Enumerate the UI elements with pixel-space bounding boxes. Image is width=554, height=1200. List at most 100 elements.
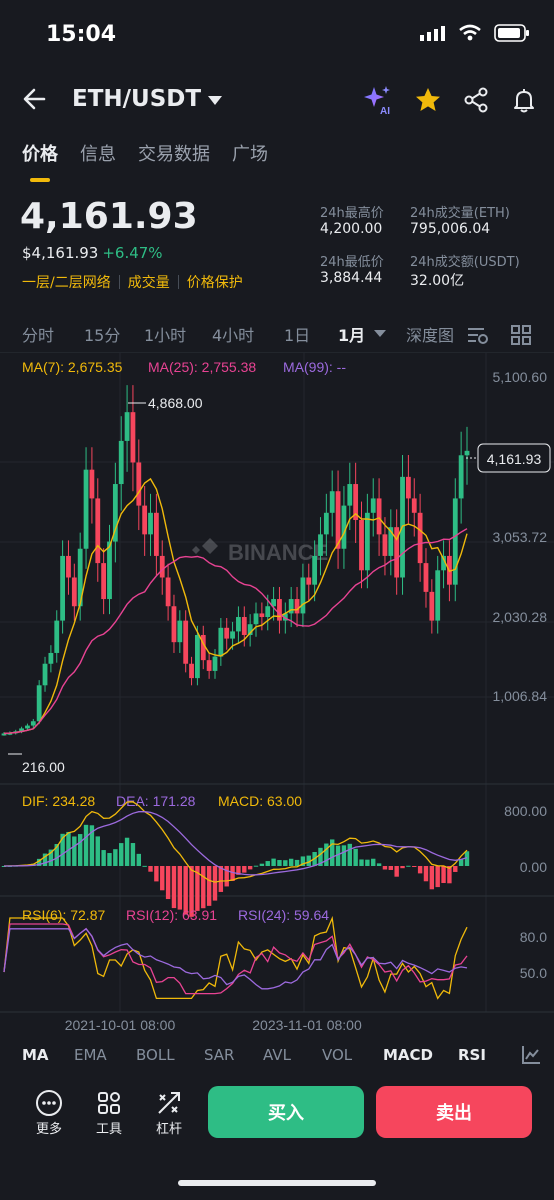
interval-more-caret-icon[interactable] xyxy=(374,330,386,337)
indicator-macd[interactable]: MACD xyxy=(383,1046,433,1064)
interval-line[interactable]: 分时 xyxy=(22,326,55,345)
leverage-button[interactable]: 杠杆 xyxy=(144,1088,194,1137)
macd-bar xyxy=(77,834,83,866)
stat-high-value: 4,200.00 xyxy=(320,221,383,237)
stat-vol-usdt-block: 24h成交额(USDT) 32.00亿 xyxy=(410,251,540,298)
ma25-label: MA(25): 2,755.38 xyxy=(148,359,256,375)
interval-4h[interactable]: 4小时 xyxy=(212,326,255,345)
indicator-ema[interactable]: EMA xyxy=(74,1046,107,1064)
tag-volume[interactable]: 成交量 xyxy=(127,275,170,291)
ma7-label: MA(7): 2,675.35 xyxy=(22,359,123,375)
ma7-line xyxy=(3,477,468,735)
y-tick-4: 1,006.84 xyxy=(493,688,548,704)
tab-trading-data[interactable]: 交易数据 xyxy=(138,144,210,165)
buy-button[interactable]: 买入 xyxy=(208,1086,364,1138)
candle-body xyxy=(394,527,400,578)
indicator-chart-icon[interactable] xyxy=(520,1044,542,1066)
back-arrow-icon[interactable] xyxy=(18,84,52,114)
indicator-boll[interactable]: BOLL xyxy=(136,1046,175,1064)
share-icon[interactable] xyxy=(462,86,490,114)
candle-body xyxy=(30,721,36,726)
y-tick-3: 2,030.28 xyxy=(493,609,548,625)
macd-bar xyxy=(148,866,153,872)
bottom-action-bar: 更多 工具 杠杆 买入 卖出 xyxy=(0,1080,554,1150)
macd-bar xyxy=(253,865,259,867)
candle-body xyxy=(458,455,464,499)
candle-body xyxy=(259,613,265,618)
indicator-avl[interactable]: AVL xyxy=(263,1046,291,1064)
rsi24-line xyxy=(3,927,468,990)
macd-histogram xyxy=(1,824,470,917)
ai-sparkle-icon[interactable]: AI xyxy=(362,84,394,116)
candle-body xyxy=(323,512,329,535)
tools-button[interactable]: 工具 xyxy=(84,1088,134,1137)
24h-stats: 24h最高价 4,200.00 24h成交量(ETH) 795,006.04 2… xyxy=(320,202,540,298)
macd-bar xyxy=(195,866,200,911)
macd-bar xyxy=(294,859,300,866)
chevron-down-icon[interactable] xyxy=(208,96,222,105)
candle-body xyxy=(42,663,48,686)
candle-body xyxy=(19,728,24,732)
kline-chart[interactable]: BINANCE MA(7): 2,675.35 MA(25): 2,755.38… xyxy=(0,352,554,1038)
macd-bar xyxy=(458,859,464,866)
candle-body xyxy=(200,634,206,661)
tab-price[interactable]: 价格 xyxy=(22,144,58,165)
sell-button[interactable]: 卖出 xyxy=(376,1086,532,1138)
interval-1h[interactable]: 1小时 xyxy=(144,326,187,345)
indicator-sar[interactable]: SAR xyxy=(204,1046,235,1064)
stat-low-block: 24h最低价 3,884.44 xyxy=(320,251,410,298)
macd-bar xyxy=(365,859,370,866)
wifi-icon xyxy=(459,24,481,41)
candle-body xyxy=(36,685,42,722)
candle-body xyxy=(101,563,107,600)
interval-1d[interactable]: 1日 xyxy=(284,326,311,345)
bell-icon[interactable] xyxy=(510,86,538,114)
pair-title[interactable]: ETH/USDT xyxy=(72,86,202,112)
svg-text:AI: AI xyxy=(380,106,390,116)
leverage-label: 杠杆 xyxy=(155,1122,182,1137)
layout-grid-icon[interactable] xyxy=(510,324,532,346)
macd-bar xyxy=(300,856,306,866)
rsi6-line xyxy=(3,915,468,1000)
indicator-vol[interactable]: VOL xyxy=(322,1046,353,1064)
candle-body xyxy=(253,613,259,625)
chart-settings-icon[interactable] xyxy=(466,324,490,346)
more-button[interactable]: 更多 xyxy=(24,1088,74,1137)
macd-bar xyxy=(382,866,388,870)
candle-body xyxy=(83,469,89,549)
macd-bar xyxy=(95,836,100,866)
macd-bar xyxy=(154,866,159,882)
tab-info[interactable]: 信息 xyxy=(80,144,116,165)
last-price: 4,161.93 xyxy=(20,196,198,237)
stat-high-block: 24h最高价 4,200.00 xyxy=(320,202,410,245)
candle-body xyxy=(230,631,235,639)
candle-body xyxy=(25,725,30,729)
macd-bar xyxy=(107,853,112,866)
macd-bar xyxy=(412,866,417,867)
favorite-star-icon[interactable] xyxy=(414,86,442,114)
candle-body xyxy=(107,541,112,600)
interval-15m[interactable]: 15分 xyxy=(84,326,121,345)
candle-body xyxy=(159,555,165,578)
candle-body xyxy=(95,498,101,564)
candle-body xyxy=(341,505,347,549)
candle-body xyxy=(153,512,159,556)
tag-layer-network[interactable]: 一层/二层网络 xyxy=(22,275,111,291)
macd-bar xyxy=(453,866,458,872)
macd-bar xyxy=(435,866,440,888)
tab-square[interactable]: 广场 xyxy=(232,144,268,165)
interval-depth[interactable]: 深度图 xyxy=(406,326,455,345)
tag-price-protection[interactable]: 价格保护 xyxy=(186,275,243,291)
indicator-rsi[interactable]: RSI xyxy=(458,1046,486,1064)
leverage-icon xyxy=(158,1092,180,1114)
macd-bar xyxy=(324,843,329,866)
candle-body xyxy=(353,484,359,520)
candle-body xyxy=(130,412,136,463)
macd-bar xyxy=(388,866,394,870)
macd-bar xyxy=(376,863,382,866)
indicator-ma[interactable]: MA xyxy=(22,1046,49,1064)
divider xyxy=(118,275,120,289)
interval-1mo[interactable]: 1月 xyxy=(338,326,366,345)
macd-bar xyxy=(283,860,288,866)
macd-bar xyxy=(218,866,224,892)
